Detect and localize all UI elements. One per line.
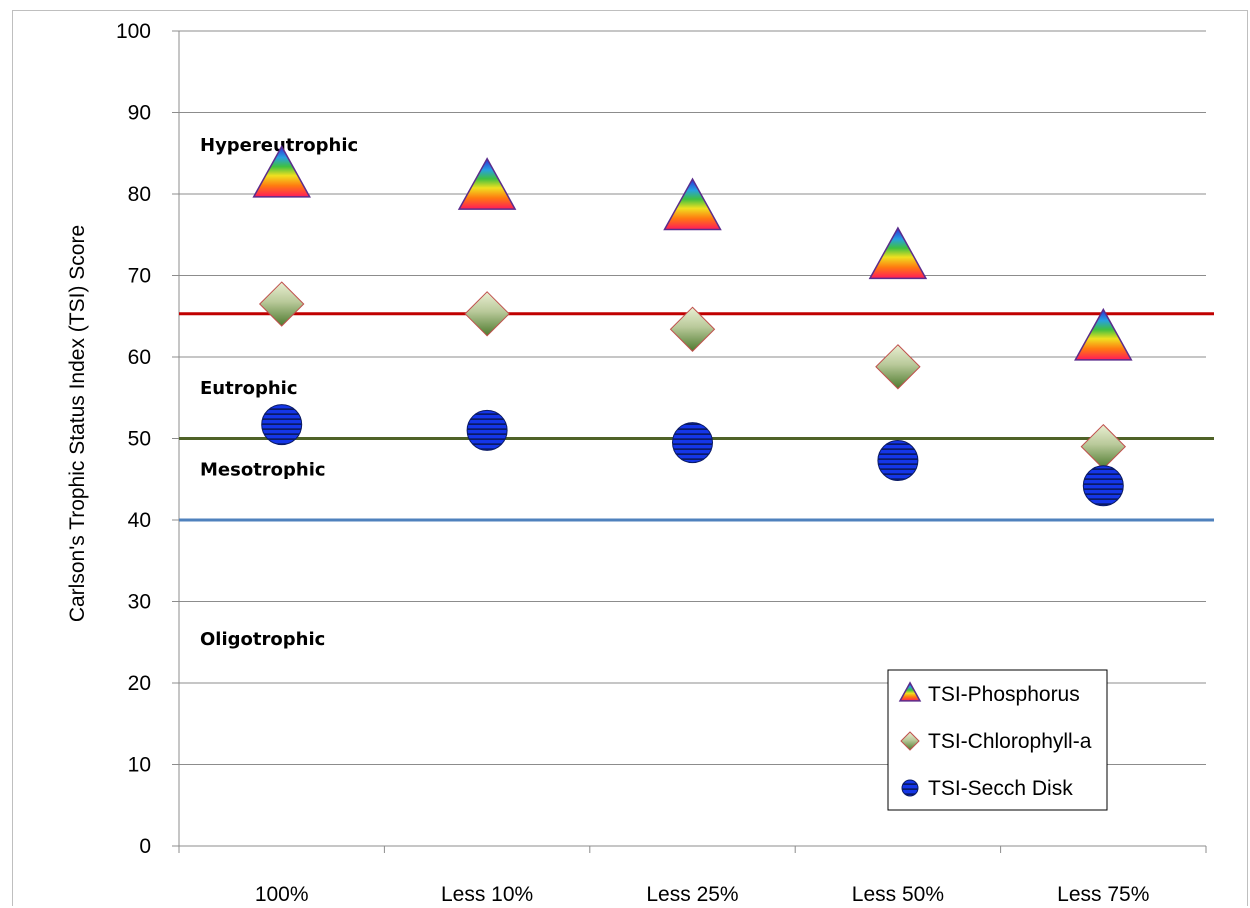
secchi-marker <box>1082 465 1124 507</box>
chlorophyll-marker <box>258 281 305 327</box>
legend-label: TSI-Chlorophyll-a <box>928 730 1092 753</box>
x-tick-label: Less 75% <box>1057 883 1149 906</box>
legend-chlorophyll-marker <box>900 731 920 751</box>
legend-box <box>887 669 1108 811</box>
phosphorus-marker <box>457 157 517 210</box>
y-tick-label: 60 <box>128 346 151 369</box>
x-tick-label: Less 10% <box>441 883 533 906</box>
y-tick-label: 90 <box>128 102 151 125</box>
zone-label: Hypereutrophic <box>200 135 358 156</box>
y-tick-label: 80 <box>128 183 151 206</box>
secchi-marker <box>466 409 508 451</box>
chlorophyll-marker <box>875 344 921 390</box>
zone-label: Mesotrophic <box>200 459 326 480</box>
secchi-marker <box>672 422 713 464</box>
y-tick-label: 100 <box>116 20 151 43</box>
phosphorus-marker <box>1074 307 1133 361</box>
y-axis-title: Carlson's Trophic Status Index (TSI) Sco… <box>66 225 89 622</box>
chlorophyll-marker <box>1080 423 1127 470</box>
data-markers <box>252 144 1133 507</box>
y-tick-label: 70 <box>128 265 151 288</box>
y-tick-label: 0 <box>139 835 151 858</box>
zone-label: Oligotrophic <box>200 629 325 650</box>
chlorophyll-marker <box>669 306 716 352</box>
chart-frame <box>12 10 1248 906</box>
zone-labels: Hypereutrophic Eutrophic Mesotrophic Oligot… <box>200 135 358 650</box>
secchi-marker <box>877 440 919 482</box>
y-tick-label: 30 <box>128 591 151 614</box>
zone-label: Eutrophic <box>200 378 298 399</box>
y-tick-label: 50 <box>128 428 151 451</box>
legend-phosphorus-marker <box>898 681 922 702</box>
chlorophyll-marker <box>464 291 510 337</box>
legend-label: TSI-Secch Disk <box>928 777 1073 800</box>
legend: TSI-Phosphorus TSI-Chlorophyll-a TSI-Secch… <box>887 669 1108 811</box>
phosphorus-marker <box>868 226 928 280</box>
legend-secchi-marker <box>901 779 919 797</box>
y-tick-label: 40 <box>128 509 151 532</box>
y-tick-label: 10 <box>128 754 151 777</box>
axes: 0 10 20 30 40 50 60 70 80 90 100 100% Less 10% Less 2… <box>66 20 1207 906</box>
phosphorus-marker <box>663 177 722 231</box>
x-tick-label: Less 25% <box>646 883 738 906</box>
legend-label: TSI-Phosphorus <box>928 683 1080 706</box>
phosphorus-marker <box>252 144 311 198</box>
secchi-marker <box>261 404 303 446</box>
x-tick-label: 100% <box>255 883 309 906</box>
y-tick-label: 20 <box>128 672 151 695</box>
x-tick-label: Less 50% <box>852 883 944 906</box>
